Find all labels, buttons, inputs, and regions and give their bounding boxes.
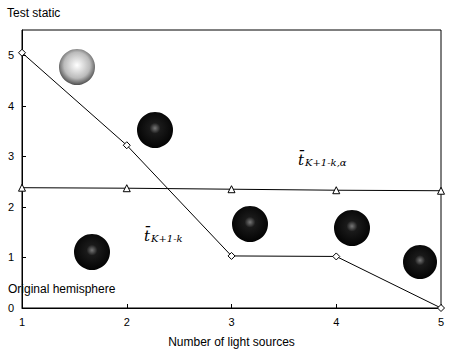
svg-text:3: 3 xyxy=(8,150,14,162)
svg-text:1: 1 xyxy=(19,316,25,328)
svg-text:Number of light sources: Number of light sources xyxy=(168,335,295,349)
svg-text:t̄: t̄ xyxy=(144,226,151,244)
svg-text:Test static: Test static xyxy=(7,6,60,20)
svg-text:4: 4 xyxy=(333,316,339,328)
svg-text:0: 0 xyxy=(8,302,14,314)
svg-text:1: 1 xyxy=(8,251,14,263)
svg-text:5: 5 xyxy=(438,316,444,328)
svg-text:3: 3 xyxy=(228,316,234,328)
svg-text:t̄: t̄ xyxy=(298,150,305,168)
svg-text:4: 4 xyxy=(8,100,14,112)
svg-text:K+1-k: K+1-k xyxy=(150,233,183,244)
svg-text:K+1-k,α: K+1-k,α xyxy=(304,157,347,168)
svg-text:2: 2 xyxy=(124,316,130,328)
svg-text:Original hemisphere: Original hemisphere xyxy=(8,282,116,296)
svg-text:2: 2 xyxy=(8,201,14,213)
svg-text:5: 5 xyxy=(8,49,14,61)
